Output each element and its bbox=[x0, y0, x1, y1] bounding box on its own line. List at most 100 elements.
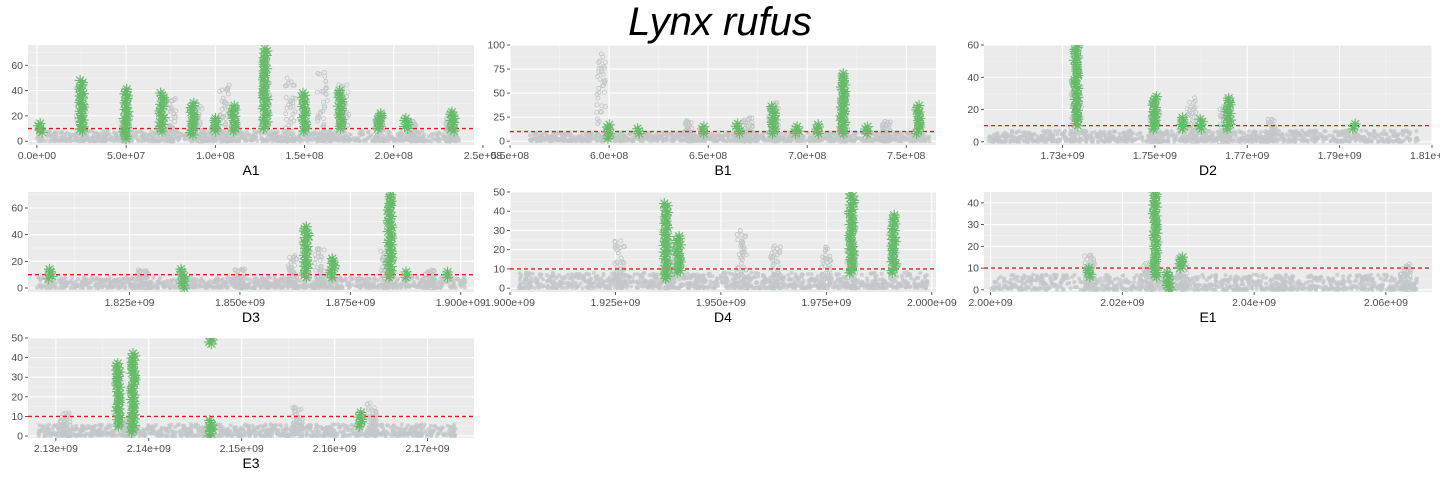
background-point bbox=[430, 132, 435, 136]
background-point bbox=[749, 123, 755, 129]
background-point bbox=[596, 85, 602, 91]
background-point bbox=[1302, 130, 1307, 135]
background-point bbox=[321, 103, 327, 109]
background-point bbox=[1211, 138, 1216, 143]
highlight-point bbox=[155, 123, 167, 135]
background-point bbox=[1154, 138, 1160, 144]
background-point bbox=[923, 138, 928, 143]
highlight-point bbox=[448, 112, 460, 124]
background-point bbox=[598, 137, 604, 143]
highlight-point bbox=[402, 123, 414, 134]
background-point bbox=[114, 131, 119, 135]
background-point bbox=[224, 133, 230, 139]
background-point bbox=[594, 102, 600, 108]
highlight-point bbox=[1222, 101, 1234, 113]
background-point bbox=[542, 138, 547, 143]
background-point bbox=[1371, 135, 1376, 139]
background-point bbox=[532, 133, 537, 138]
background-point bbox=[1128, 128, 1133, 133]
background-point bbox=[289, 137, 295, 143]
highlight-point bbox=[75, 108, 87, 119]
background-point bbox=[650, 138, 655, 143]
background-point bbox=[279, 276, 284, 281]
background-point bbox=[564, 133, 569, 138]
background-point bbox=[45, 132, 50, 137]
background-point bbox=[1377, 134, 1382, 139]
background-point bbox=[453, 137, 459, 143]
background-point bbox=[73, 134, 78, 139]
highlight-point bbox=[836, 81, 847, 93]
background-point bbox=[594, 91, 600, 97]
background-point bbox=[288, 99, 294, 105]
highlight-point bbox=[335, 118, 347, 130]
background-point bbox=[903, 138, 908, 143]
background-point bbox=[749, 124, 755, 130]
background-point bbox=[288, 134, 294, 140]
chart-panels: 0.0e+00 5.0e+07 1.0e+08 1.5e+08 2.0e+08 2.5e+… bbox=[11, 40, 1440, 472]
background-point bbox=[1335, 139, 1340, 144]
background-point bbox=[145, 137, 150, 142]
background-point bbox=[396, 283, 401, 288]
background-point bbox=[134, 130, 139, 135]
highlight-point bbox=[121, 83, 133, 95]
highlight-point bbox=[258, 100, 270, 112]
background-point bbox=[303, 137, 308, 142]
highlight-point bbox=[259, 96, 271, 108]
background-point bbox=[722, 138, 727, 143]
highlight-point bbox=[602, 132, 614, 144]
background-point bbox=[198, 134, 203, 140]
background-point bbox=[1010, 129, 1015, 134]
background-point bbox=[1388, 128, 1393, 133]
background-point bbox=[421, 134, 426, 139]
background-point bbox=[226, 82, 232, 88]
background-point bbox=[716, 132, 721, 137]
background-point bbox=[340, 285, 345, 290]
background-point bbox=[1312, 139, 1317, 144]
background-point bbox=[128, 116, 133, 122]
background-point bbox=[1283, 137, 1288, 142]
x-axis-label: D2 bbox=[1199, 162, 1217, 178]
background-point bbox=[1025, 130, 1030, 135]
background-point bbox=[312, 132, 317, 136]
background-point bbox=[1263, 136, 1269, 142]
highlight-point bbox=[1072, 113, 1084, 125]
background-point bbox=[179, 131, 184, 136]
background-point bbox=[1210, 132, 1214, 137]
background-point bbox=[220, 114, 226, 120]
background-point bbox=[644, 134, 649, 139]
background-point bbox=[412, 122, 418, 128]
background-point bbox=[527, 133, 532, 138]
background-point bbox=[275, 279, 280, 284]
highlight-point bbox=[299, 96, 311, 108]
background-point bbox=[450, 283, 455, 288]
background-point bbox=[412, 134, 418, 140]
background-point bbox=[1277, 128, 1281, 133]
y-tick-label: 75 bbox=[493, 64, 505, 76]
highlight-point bbox=[768, 125, 780, 137]
background-point bbox=[130, 275, 135, 280]
highlight-point bbox=[77, 121, 89, 133]
background-point bbox=[724, 132, 729, 137]
background-point bbox=[262, 283, 267, 288]
background-point bbox=[462, 285, 467, 290]
highlight-point bbox=[259, 118, 271, 130]
background-point bbox=[291, 133, 296, 139]
y-tick-label: 100 bbox=[487, 40, 505, 52]
background-point bbox=[1327, 133, 1331, 138]
background-point bbox=[319, 138, 325, 144]
background-point bbox=[1174, 133, 1179, 138]
background-point bbox=[404, 135, 409, 141]
highlight-point bbox=[259, 85, 271, 97]
x-tick-label: 1.900e+09 bbox=[436, 297, 486, 309]
background-point bbox=[677, 138, 682, 143]
background-point bbox=[208, 279, 213, 284]
background-point bbox=[395, 132, 400, 137]
background-point bbox=[1180, 137, 1185, 142]
highlight-point bbox=[862, 125, 874, 137]
background-point bbox=[163, 133, 168, 138]
x-tick-label: 1.0e+08 bbox=[196, 150, 234, 162]
background-point bbox=[426, 134, 431, 139]
background-point bbox=[1162, 138, 1167, 143]
highlight-point bbox=[120, 133, 132, 145]
background-point bbox=[224, 87, 230, 93]
